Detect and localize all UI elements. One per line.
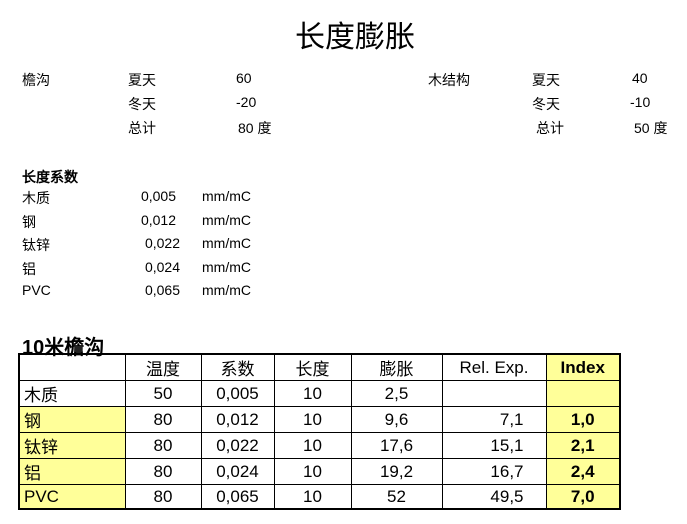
table-cell: 7,0: [545, 484, 621, 510]
coefficient-material: 钢: [22, 213, 36, 230]
table-cell: 19,2: [350, 458, 443, 485]
wood-winter-label: 冬天: [532, 96, 560, 112]
coefficient-value: 0,022: [144, 235, 180, 251]
wood-label: 木结构: [428, 72, 470, 88]
coefficient-value: 0,005: [140, 188, 176, 204]
table-row: 铝 80 0,024 10 19,2 16,7 2,4: [18, 458, 621, 485]
wood-summer-label: 夏天: [532, 72, 560, 88]
table-cell: 0,005: [200, 380, 275, 407]
table-cell: 7,1: [441, 406, 547, 433]
coefficient-material: 木质: [22, 190, 50, 206]
column-header: 长度: [273, 353, 352, 381]
gutter-summer-value: 60: [236, 70, 252, 86]
coefficient-unit: mm/mC: [202, 258, 251, 275]
gutter-total-value: 80 度: [238, 120, 272, 136]
table-cell: 0,022: [200, 432, 275, 459]
column-header: 系数: [200, 353, 275, 381]
table-cell: 9,6: [350, 406, 443, 433]
table-cell: 10: [273, 484, 352, 510]
column-header: [18, 353, 126, 381]
coefficient-material: PVC: [22, 282, 51, 298]
table-cell: 80: [124, 458, 202, 485]
table-cell: 0,012: [200, 406, 275, 433]
wood-summer-value: 40: [632, 70, 648, 86]
gutter-winter-label: 冬天: [128, 96, 156, 112]
table-cell: 10: [273, 458, 352, 485]
coefficient-value: 0,065: [144, 282, 180, 298]
table-cell: 钢: [18, 406, 126, 433]
table-cell: 17,6: [350, 432, 443, 459]
table-cell: 10: [273, 432, 352, 459]
table-cell: 2,1: [545, 432, 621, 459]
table-cell: 1,0: [545, 406, 621, 433]
column-header: 膨胀: [350, 353, 443, 381]
gutter-total-label: 总计: [128, 120, 156, 136]
table-cell: 10: [273, 380, 352, 407]
coefficient-unit: mm/mC: [202, 188, 251, 204]
coefficient-unit: mm/mC: [202, 235, 251, 251]
table-cell: 铝: [18, 458, 126, 485]
table-cell: 10: [273, 406, 352, 433]
table-cell: 52: [350, 484, 443, 510]
table-cell: [545, 380, 621, 407]
table-cell: 0,065: [200, 484, 275, 510]
table-cell: 钛锌: [18, 432, 126, 459]
table-cell: 0,024: [200, 458, 275, 485]
table-cell: PVC: [18, 484, 126, 510]
coefficient-unit: mm/mC: [202, 211, 251, 228]
table-cell: 2,5: [350, 380, 443, 407]
column-header: Rel. Exp.: [441, 353, 547, 381]
table-cell: [441, 380, 547, 407]
coefficient-value: 0,024: [144, 258, 180, 275]
column-header: Index: [545, 353, 621, 381]
wood-total-label: 总计: [536, 120, 564, 136]
coefficient-material: 铝: [22, 260, 36, 277]
wood-winter-value: -10: [630, 94, 651, 110]
wood-total-value: 50 度: [634, 120, 668, 136]
table-cell: 80: [124, 484, 202, 510]
table-row: 木质 50 0,005 10 2,5: [18, 380, 621, 407]
table-cell: 2,4: [545, 458, 621, 485]
expansion-table: 温度 系数 长度 膨胀 Rel. Exp. Index 木质 50 0,005 10 2,5 钢 80 0…: [18, 353, 621, 510]
gutter-label: 檐沟: [22, 72, 50, 88]
table-cell: 80: [124, 406, 202, 433]
coefficient-material: 钛锌: [22, 237, 50, 253]
coefficients-heading: 长度系数: [22, 169, 78, 185]
table-cell: 49,5: [441, 484, 547, 510]
table-header-row: 温度 系数 长度 膨胀 Rel. Exp. Index: [18, 353, 621, 381]
gutter-summer-label: 夏天: [128, 72, 156, 88]
page-title: 长度膨胀: [295, 21, 415, 54]
table-row: 钢 80 0,012 10 9,6 7,1 1,0: [18, 406, 621, 433]
column-header: 温度: [124, 353, 202, 381]
table-row: 钛锌 80 0,022 10 17,6 15,1 2,1: [18, 432, 621, 459]
coefficient-unit: mm/mC: [202, 282, 251, 298]
table-cell: 80: [124, 432, 202, 459]
table-cell: 木质: [18, 380, 126, 407]
coefficient-value: 0,012: [140, 211, 176, 228]
gutter-winter-value: -20: [236, 94, 257, 110]
table-cell: 50: [124, 380, 202, 407]
table-cell: 16,7: [441, 458, 547, 485]
table-cell: 15,1: [441, 432, 547, 459]
table-row: PVC 80 0,065 10 52 49,5 7,0: [18, 484, 621, 510]
